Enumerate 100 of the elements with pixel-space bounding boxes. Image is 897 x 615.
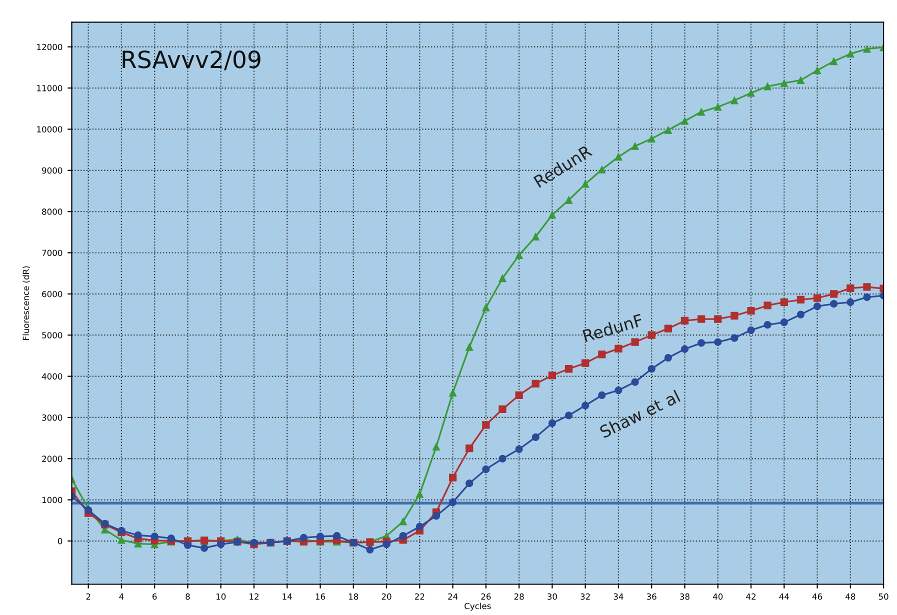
- x-tick-label: 34: [614, 593, 624, 600]
- point: [714, 103, 722, 111]
- y-tick-label: 3000: [42, 414, 62, 421]
- point: [664, 126, 672, 134]
- point: [846, 50, 854, 58]
- point: [150, 532, 158, 540]
- y-tick-label: 10000: [37, 126, 62, 132]
- point: [697, 315, 706, 323]
- point: [614, 344, 622, 353]
- point: [680, 117, 689, 125]
- x-tick-label: 6: [152, 593, 157, 600]
- point: [764, 302, 772, 310]
- point: [631, 378, 639, 386]
- point: [863, 45, 871, 53]
- point: [582, 402, 590, 410]
- point: [796, 296, 805, 304]
- x-tick-label: 24: [448, 593, 458, 600]
- point: [416, 522, 424, 530]
- point: [134, 531, 142, 540]
- point: [730, 334, 738, 342]
- point: [316, 532, 324, 540]
- point: [564, 365, 573, 373]
- y-tick-label: 1000: [42, 496, 62, 504]
- point: [764, 82, 772, 90]
- x-tick-label: 40: [712, 593, 723, 600]
- point: [548, 419, 556, 428]
- point: [664, 354, 672, 362]
- point: [747, 326, 755, 334]
- point: [564, 196, 573, 204]
- point: [747, 306, 755, 315]
- y-axis-title: Fluorescence (dR): [22, 266, 30, 340]
- point: [416, 490, 424, 498]
- point: [217, 540, 225, 548]
- point: [614, 386, 622, 394]
- x-tick-label: 2: [86, 593, 90, 600]
- point: [830, 300, 838, 308]
- point: [598, 350, 606, 358]
- point: [466, 480, 474, 488]
- point: [466, 343, 474, 351]
- point: [399, 518, 407, 526]
- y-tick-label: 7000: [42, 250, 62, 256]
- point: [582, 359, 590, 367]
- x-tick-label: 44: [779, 594, 789, 600]
- x-tick-label: 30: [548, 593, 557, 600]
- point: [697, 339, 706, 347]
- point: [498, 454, 506, 462]
- point: [482, 421, 490, 429]
- x-tick-label: 32: [580, 593, 590, 600]
- point: [730, 312, 738, 320]
- point: [863, 293, 871, 302]
- point: [730, 96, 738, 104]
- y-tick-label: 6000: [42, 290, 62, 298]
- y-tick-label: 4000: [42, 373, 62, 380]
- point: [167, 534, 175, 542]
- point: [780, 79, 788, 87]
- point: [813, 66, 822, 74]
- point: [498, 274, 506, 282]
- point: [515, 445, 523, 453]
- point: [432, 512, 440, 520]
- point: [863, 283, 871, 291]
- x-tick-label: 50: [878, 593, 888, 600]
- point: [532, 380, 540, 388]
- y-tick-label: 5000: [42, 332, 62, 338]
- point: [714, 315, 722, 323]
- point: [648, 134, 656, 142]
- point: [813, 294, 822, 302]
- point: [432, 442, 440, 451]
- x-tick-label: 22: [414, 593, 424, 600]
- x-tick-label: 26: [481, 593, 491, 600]
- point: [448, 474, 457, 482]
- point: [515, 251, 523, 260]
- x-tick-label: 10: [216, 593, 226, 600]
- point: [399, 532, 407, 540]
- point: [664, 324, 672, 332]
- point: [648, 365, 656, 373]
- point: [382, 540, 390, 548]
- point: [366, 546, 374, 554]
- point: [846, 284, 854, 292]
- point: [648, 331, 656, 339]
- point: [813, 302, 822, 310]
- x-tick-label: 20: [382, 593, 392, 600]
- point: [515, 391, 523, 400]
- point: [780, 298, 788, 306]
- x-tick-label: 42: [746, 593, 756, 600]
- y-tick-label: 8000: [42, 208, 62, 215]
- point: [747, 89, 755, 97]
- x-tick-label: 28: [514, 593, 524, 600]
- x-tick-label: 4: [119, 594, 124, 600]
- point: [796, 310, 805, 318]
- annotation: RSAvvv2/09: [122, 50, 260, 70]
- point: [830, 290, 838, 298]
- point: [184, 541, 192, 549]
- point: [466, 444, 474, 452]
- point: [614, 152, 622, 161]
- x-tick-label: 8: [186, 593, 190, 600]
- point: [796, 76, 805, 84]
- x-axis-title: Cycles: [464, 602, 491, 611]
- point: [564, 412, 573, 420]
- x-tick-label: 16: [316, 593, 326, 600]
- y-tick-label: 2000: [42, 456, 62, 462]
